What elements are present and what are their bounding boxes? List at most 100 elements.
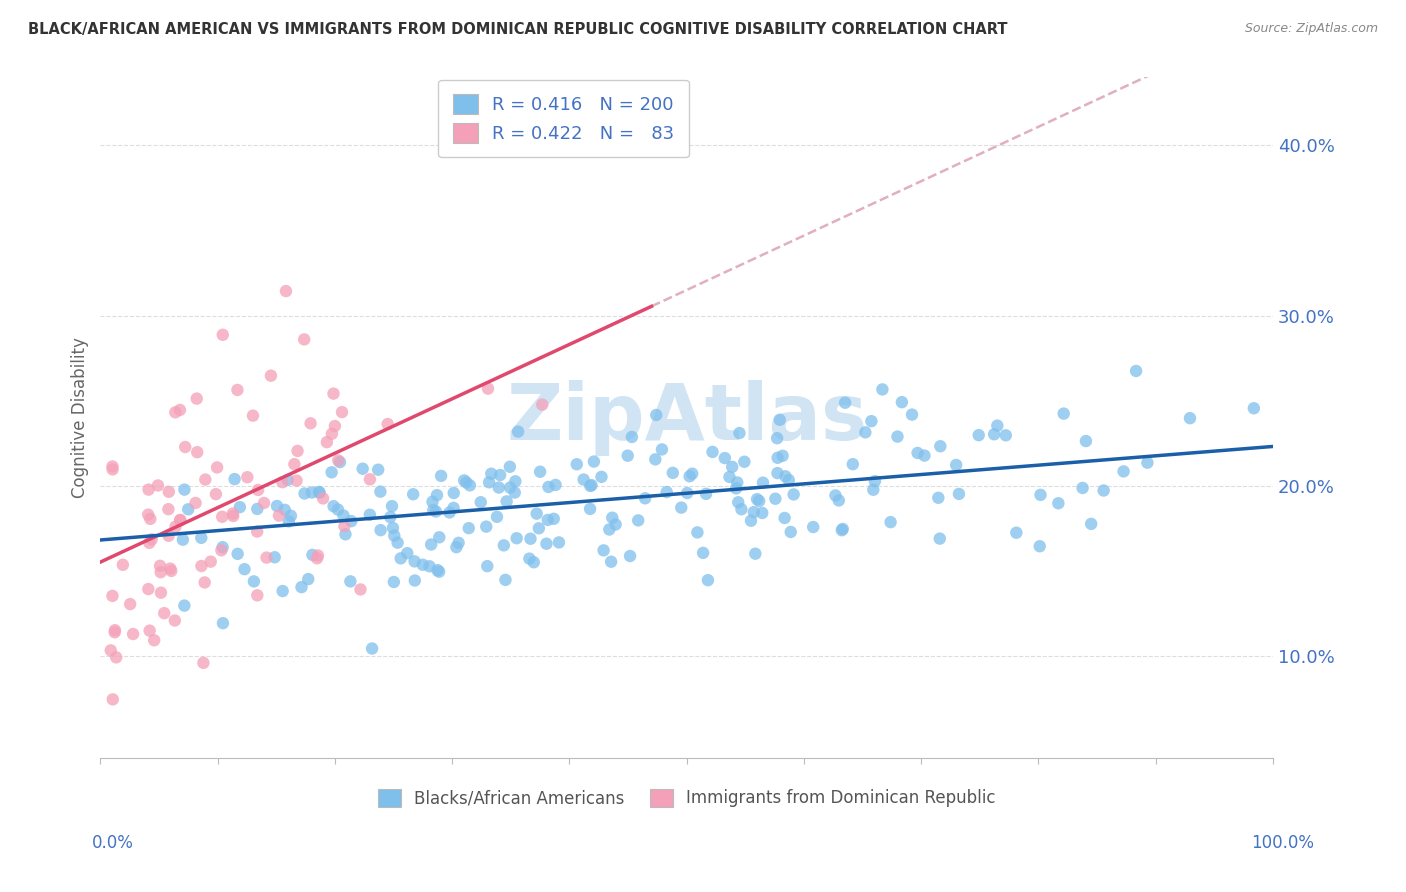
Point [479, 467, 502, 481]
Legend: Blacks/African Americans, Immigrants from Dominican Republic: Blacks/African Americans, Immigrants fro… [371, 782, 1002, 814]
Point [209, 543, 232, 558]
Point [446, 540, 468, 554]
Point [382, 528, 405, 542]
Point [475, 519, 498, 533]
Point [426, 488, 449, 502]
Point [266, 499, 288, 513]
Point [101, 462, 124, 476]
Point [662, 466, 685, 480]
Point [1047, 496, 1070, 510]
Point [333, 519, 356, 533]
Point [332, 508, 354, 523]
Point [503, 485, 526, 500]
Point [831, 523, 853, 537]
Point [420, 537, 443, 551]
Point [600, 510, 623, 524]
Point [169, 403, 191, 417]
Point [1243, 401, 1265, 416]
Point [186, 445, 208, 459]
Point [141, 533, 163, 547]
Point [381, 521, 404, 535]
Point [149, 585, 172, 599]
Point [229, 500, 252, 515]
Point [361, 641, 384, 656]
Point [766, 431, 789, 445]
Point [247, 483, 270, 497]
Text: 100.0%: 100.0% [1251, 834, 1315, 852]
Point [387, 535, 409, 549]
Point [1136, 456, 1159, 470]
Point [994, 428, 1017, 442]
Point [422, 503, 444, 517]
Point [271, 475, 294, 490]
Point [702, 445, 724, 459]
Point [349, 582, 371, 597]
Point [686, 525, 709, 540]
Point [307, 549, 329, 563]
Point [477, 559, 499, 574]
Point [294, 486, 316, 500]
Point [592, 543, 614, 558]
Point [671, 500, 693, 515]
Point [211, 509, 233, 524]
Point [370, 484, 392, 499]
Point [367, 463, 389, 477]
Point [211, 327, 233, 342]
Point [139, 512, 162, 526]
Point [283, 457, 305, 471]
Point [404, 554, 426, 568]
Point [138, 483, 160, 497]
Point [299, 417, 322, 431]
Point [173, 483, 195, 497]
Point [267, 508, 290, 523]
Point [380, 510, 402, 524]
Point [718, 470, 741, 484]
Point [138, 624, 160, 638]
Point [205, 487, 228, 501]
Point [531, 398, 554, 412]
Point [323, 419, 346, 434]
Point [728, 426, 751, 441]
Point [457, 521, 479, 535]
Point [174, 440, 197, 454]
Point [173, 599, 195, 613]
Point [766, 466, 789, 480]
Point [149, 558, 172, 573]
Point [733, 455, 755, 469]
Point [782, 487, 804, 501]
Point [340, 514, 363, 528]
Point [193, 656, 215, 670]
Point [581, 478, 603, 492]
Point [1074, 434, 1097, 448]
Point [253, 496, 276, 510]
Text: Source: ZipAtlas.com: Source: ZipAtlas.com [1244, 22, 1378, 36]
Point [370, 523, 392, 537]
Point [456, 475, 478, 490]
Point [285, 474, 308, 488]
Point [505, 531, 527, 545]
Point [322, 499, 344, 513]
Point [352, 461, 374, 475]
Point [157, 502, 180, 516]
Point [297, 572, 319, 586]
Point [321, 465, 343, 479]
Point [676, 486, 699, 500]
Point [744, 547, 766, 561]
Point [307, 551, 329, 566]
Point [492, 538, 515, 552]
Point [271, 584, 294, 599]
Point [945, 458, 967, 472]
Point [544, 478, 567, 492]
Point [489, 468, 512, 483]
Point [329, 455, 352, 469]
Point [929, 439, 952, 453]
Point [222, 508, 245, 523]
Point [616, 449, 638, 463]
Point [426, 563, 449, 577]
Point [335, 527, 357, 541]
Point [519, 551, 541, 566]
Point [153, 606, 176, 620]
Point [901, 408, 924, 422]
Point [1029, 488, 1052, 502]
Text: ZipAtlas: ZipAtlas [506, 379, 868, 456]
